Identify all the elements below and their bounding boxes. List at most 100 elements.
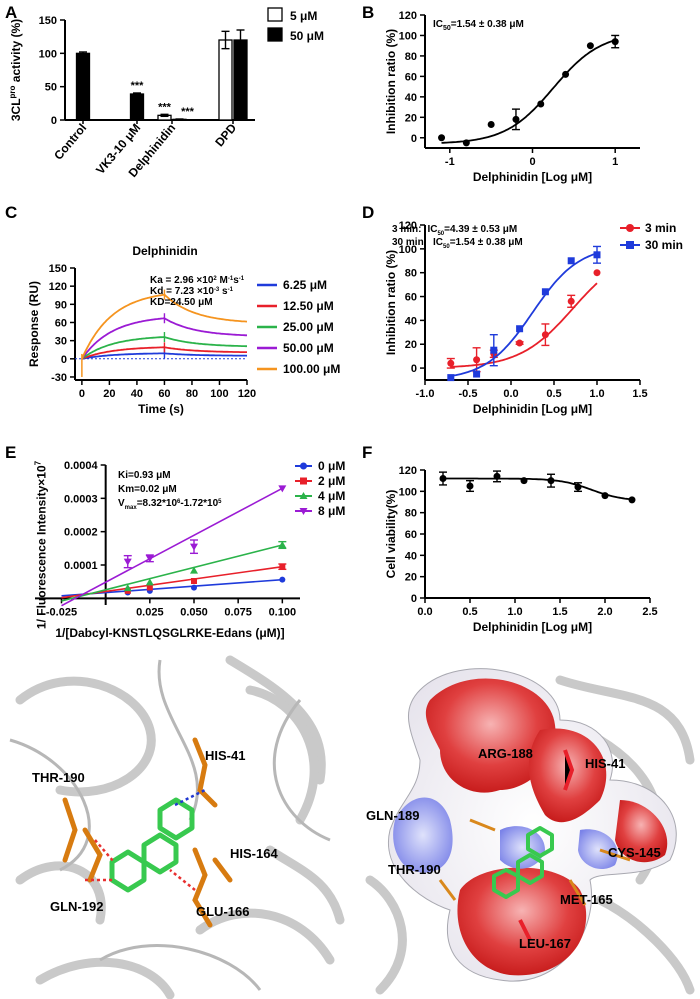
chart-e-lineweaver-burk: 0.0001 0.0002 0.0003 0.0004 -0.025 0.025 0.050…	[34, 459, 346, 640]
d-y-tick-label: 0	[411, 363, 417, 375]
c-y-tick-label: -30	[51, 372, 67, 384]
e-fit-line	[61, 565, 283, 599]
e-data-point	[190, 566, 198, 574]
d-ic50-main: IC	[427, 224, 437, 235]
docking-view-g: HIS-41 THR-190 HIS-164 GLN-192 GLU-166	[4, 652, 345, 999]
e-y-tick-label: 0.0002	[64, 527, 98, 539]
residue-label-gln192-g: GLN-192	[50, 899, 103, 914]
d-x-tick-label: -1.0	[416, 388, 435, 400]
c-legend-label: 100.00 μM	[283, 362, 340, 376]
f-data-point	[547, 477, 555, 485]
d-legend-label: 3 min	[645, 221, 676, 235]
residue-label-gln189-h: GLN-189	[366, 808, 419, 823]
b-x-tick-label: -1	[445, 156, 455, 168]
residue-label-his41-h: HIS-41	[585, 756, 625, 771]
c-kinetic-main: Ka = 2.96 ×10	[150, 275, 214, 286]
f-data-point	[520, 477, 528, 485]
f-x-tick-label: 1.0	[507, 606, 522, 618]
e-data-point	[146, 584, 153, 591]
d-ic50-label: 3 min:	[392, 224, 421, 235]
f-y-axis-title: Cell viability(%)	[384, 490, 398, 579]
b-x-tick-label: 0	[529, 156, 535, 168]
e-data-point	[123, 584, 132, 592]
f-y-tick-label: 0	[411, 593, 417, 605]
a-x-tick-label: Control	[51, 121, 89, 163]
c-kinetic-parameter: KD=24.50 μM	[150, 297, 213, 308]
d-data-point-3min	[473, 356, 481, 364]
d-ic50-sub: 50	[443, 244, 450, 250]
residue-label-glu166-g: GLU-166	[196, 904, 249, 919]
b-fit-curve	[441, 39, 616, 144]
e-y-tick-label: 0.0001	[64, 560, 98, 572]
f-data-point	[466, 482, 474, 490]
c-kinetic-sup: 2	[213, 276, 217, 282]
e-fit-line	[61, 487, 283, 607]
f-x-tick-label: 2.0	[597, 606, 612, 618]
residue-label-leu167-h: LEU-167	[519, 936, 571, 951]
a-y-axis-title: 3CLpro activity (%)	[8, 19, 23, 121]
c-x-tick-label: 120	[238, 388, 256, 400]
a-legend-swatch-50um	[267, 27, 283, 42]
c-x-tick-label: 0	[79, 388, 85, 400]
c-kinetic-rest: M	[217, 275, 228, 286]
d-y-tick-label: 120	[399, 220, 417, 232]
residue-label-his41-g: HIS-41	[205, 748, 245, 763]
e-x-tick-label: -0.025	[46, 606, 77, 618]
docking-h-surface-basic-right	[578, 829, 618, 870]
a-x-tick-label: DPD	[212, 121, 239, 150]
b-ic50-annotation: IC50=1.54 ± 0.38 μM	[433, 19, 524, 32]
c-legend-label: 6.25 μM	[283, 278, 327, 292]
d-data-point-30min	[541, 288, 549, 296]
chart-b-inhibition-curve: 0 20 40 60 80 100 120 -1 0 1 Delphinidin [Log μM] I…	[384, 10, 640, 184]
d-data-point-30min	[516, 325, 524, 333]
d-ic50-rest: =4.39 ± 0.53 μM	[444, 224, 517, 235]
f-y-tick-label: 80	[405, 508, 417, 520]
docking-g-ligand	[109, 797, 195, 893]
d-data-point-30min	[490, 346, 498, 354]
docking-g-loops	[9, 659, 331, 991]
c-x-tick-label: 100	[210, 388, 228, 400]
a-bar-50um	[129, 93, 145, 121]
c-kinetic-main: KD=24.50 μM	[150, 297, 213, 308]
f-data-point	[628, 496, 636, 504]
e-x-tick-label: 0.025	[136, 606, 164, 618]
a-significance: ***	[158, 101, 172, 113]
e-y-title-sup: 7	[34, 460, 43, 465]
f-y-tick-label: 40	[405, 550, 417, 562]
residue-label-met165-h: MET-165	[560, 892, 613, 907]
b-y-tick-label: 120	[399, 10, 417, 22]
d-x-tick-label: 0.5	[546, 388, 561, 400]
b-x-tick-label: 1	[612, 156, 618, 168]
panel-label-b: B	[362, 3, 374, 22]
d-legend-marker	[626, 241, 634, 249]
docking-h-surface-basic-left	[393, 797, 453, 873]
b-x-axis-title: Delphinidin [Log μM]	[473, 170, 592, 184]
panel-label-f: F	[362, 443, 372, 462]
d-x-tick-label: 1.0	[589, 388, 604, 400]
residue-label-thr190-h: THR-190	[388, 862, 441, 877]
e-data-point	[191, 584, 197, 591]
e-data-point	[278, 485, 287, 493]
e-legend-marker	[299, 508, 308, 515]
e-x-tick-label: 0.050	[180, 606, 208, 618]
b-ic50-sub: 50	[443, 25, 451, 32]
b-y-tick-label: 0	[411, 133, 417, 145]
a-significance: ***	[131, 80, 145, 92]
f-data-point	[601, 492, 609, 500]
f-data-point	[574, 483, 582, 491]
e-annotation-main: Km=0.02 μM	[118, 484, 177, 495]
chart-d-time-inhibition: 0 20 40 60 80 100 120 -1.0 -0.5 0.0 0.5 1.0 1.5 Delph…	[384, 220, 683, 416]
e-legend-marker	[300, 462, 307, 470]
b-data-point	[438, 134, 446, 142]
e-data-point	[279, 576, 286, 583]
d-y-tick-label: 20	[405, 339, 417, 351]
c-y-tick-label: 120	[49, 281, 67, 293]
d-data-point-3min	[593, 269, 601, 277]
d-ic50-sub: 50	[437, 231, 444, 237]
e-kinetic-annotation: Ki=0.93 μM	[118, 470, 171, 481]
a-significance: ***	[181, 106, 195, 118]
c-legend-label: 12.50 μM	[283, 299, 334, 313]
f-x-axis-title: Delphinidin [Log μM]	[473, 620, 592, 634]
